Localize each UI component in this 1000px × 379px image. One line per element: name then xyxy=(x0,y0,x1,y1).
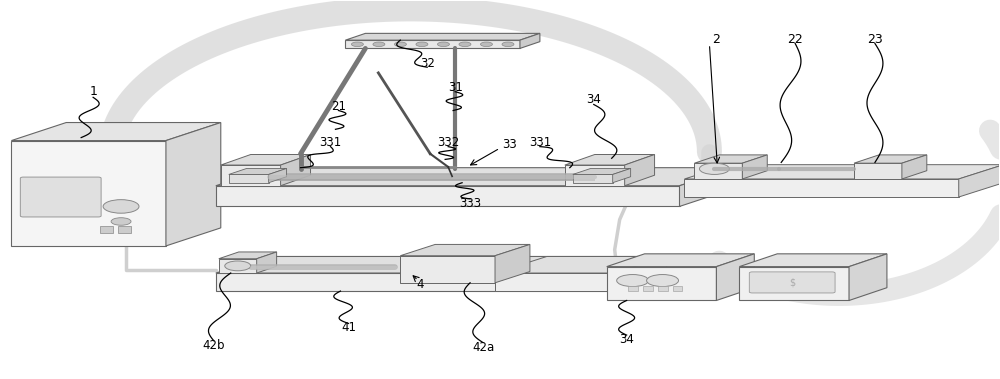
Polygon shape xyxy=(684,179,959,197)
Polygon shape xyxy=(400,256,495,283)
Polygon shape xyxy=(216,168,734,186)
Polygon shape xyxy=(607,254,754,266)
Circle shape xyxy=(111,218,131,225)
FancyBboxPatch shape xyxy=(20,177,101,217)
FancyBboxPatch shape xyxy=(749,272,835,293)
Polygon shape xyxy=(694,155,767,163)
Polygon shape xyxy=(573,168,631,174)
Text: 41: 41 xyxy=(341,321,356,334)
Text: 23: 23 xyxy=(867,33,883,45)
Text: 42b: 42b xyxy=(203,339,225,352)
Polygon shape xyxy=(680,168,734,207)
Text: 4: 4 xyxy=(416,278,424,291)
Polygon shape xyxy=(11,141,166,246)
Polygon shape xyxy=(739,254,887,266)
Polygon shape xyxy=(716,254,754,301)
Polygon shape xyxy=(607,266,716,301)
Polygon shape xyxy=(520,33,540,49)
Polygon shape xyxy=(216,273,615,291)
Circle shape xyxy=(617,274,649,287)
Circle shape xyxy=(437,42,449,47)
Polygon shape xyxy=(11,122,221,141)
Circle shape xyxy=(416,42,428,47)
Polygon shape xyxy=(849,254,887,301)
Text: 333: 333 xyxy=(459,197,481,210)
Text: 1: 1 xyxy=(89,85,97,98)
Text: 34: 34 xyxy=(619,334,634,346)
Bar xyxy=(658,286,668,291)
Text: 42a: 42a xyxy=(472,341,494,354)
Text: 2: 2 xyxy=(712,33,720,45)
Polygon shape xyxy=(742,155,767,179)
Text: 331: 331 xyxy=(529,136,551,149)
Text: 331: 331 xyxy=(319,136,342,149)
Bar xyxy=(118,226,131,233)
Polygon shape xyxy=(229,168,287,174)
Polygon shape xyxy=(495,273,615,291)
Polygon shape xyxy=(216,257,667,273)
Polygon shape xyxy=(573,174,613,183)
Polygon shape xyxy=(216,186,680,207)
Circle shape xyxy=(480,42,492,47)
Polygon shape xyxy=(854,155,927,163)
Bar xyxy=(628,286,638,291)
Polygon shape xyxy=(400,244,530,256)
Polygon shape xyxy=(625,155,655,186)
Circle shape xyxy=(394,42,406,47)
Polygon shape xyxy=(221,165,281,186)
Text: 34: 34 xyxy=(586,94,601,106)
Text: 32: 32 xyxy=(420,57,435,70)
Circle shape xyxy=(373,42,385,47)
Polygon shape xyxy=(684,164,1000,179)
Circle shape xyxy=(351,42,363,47)
Polygon shape xyxy=(615,257,667,291)
Text: 332: 332 xyxy=(437,136,459,149)
Polygon shape xyxy=(345,40,520,49)
Polygon shape xyxy=(257,252,277,273)
Bar xyxy=(100,226,113,233)
Text: 21: 21 xyxy=(331,100,346,113)
Polygon shape xyxy=(902,155,927,179)
Polygon shape xyxy=(269,168,287,183)
Circle shape xyxy=(459,42,471,47)
Bar xyxy=(643,286,653,291)
Polygon shape xyxy=(613,168,631,183)
Circle shape xyxy=(225,261,251,271)
Polygon shape xyxy=(565,155,655,165)
Polygon shape xyxy=(495,244,530,283)
Polygon shape xyxy=(565,165,625,186)
Bar xyxy=(673,286,682,291)
Polygon shape xyxy=(345,33,540,40)
Polygon shape xyxy=(694,163,742,179)
Polygon shape xyxy=(615,257,667,291)
Text: $: $ xyxy=(789,277,795,287)
Circle shape xyxy=(647,274,679,287)
Text: 33: 33 xyxy=(503,138,517,151)
Circle shape xyxy=(103,200,139,213)
Polygon shape xyxy=(959,164,1000,197)
Polygon shape xyxy=(495,257,667,273)
Polygon shape xyxy=(219,259,257,273)
Circle shape xyxy=(699,163,729,174)
Text: 31: 31 xyxy=(448,81,463,94)
Polygon shape xyxy=(221,155,311,165)
Polygon shape xyxy=(229,174,269,183)
Circle shape xyxy=(502,42,514,47)
Polygon shape xyxy=(854,163,902,179)
Polygon shape xyxy=(739,266,849,301)
Polygon shape xyxy=(166,122,221,246)
Polygon shape xyxy=(281,155,311,186)
Polygon shape xyxy=(219,252,277,259)
Text: 22: 22 xyxy=(787,33,803,45)
